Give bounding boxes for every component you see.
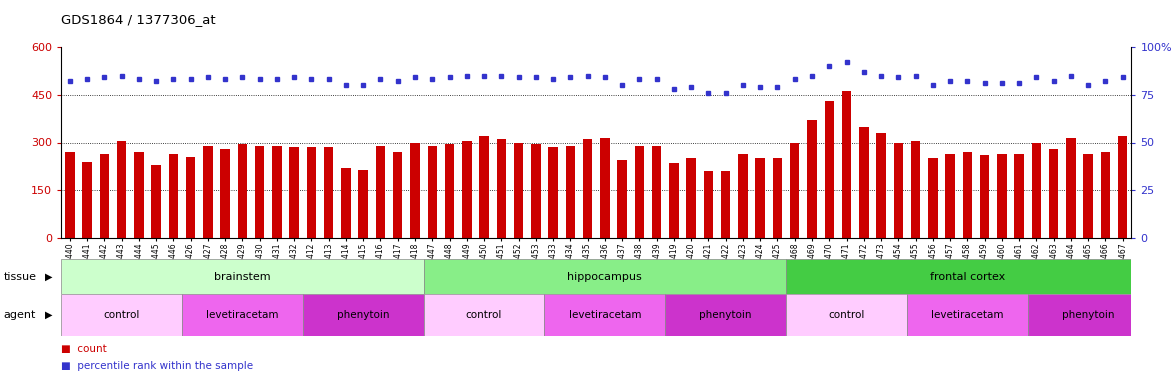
Bar xyxy=(907,294,1028,336)
Bar xyxy=(255,146,265,238)
Bar xyxy=(687,158,696,238)
Bar xyxy=(790,142,800,238)
Bar xyxy=(289,147,299,238)
Bar xyxy=(635,146,644,238)
Text: ■  count: ■ count xyxy=(61,344,107,354)
Bar xyxy=(669,163,679,238)
Bar xyxy=(359,170,368,238)
Bar xyxy=(375,146,386,238)
Bar xyxy=(134,152,143,238)
Bar xyxy=(842,92,851,238)
Text: ■  percentile rank within the sample: ■ percentile rank within the sample xyxy=(61,361,253,371)
Text: ▶: ▶ xyxy=(45,310,52,320)
Bar xyxy=(182,294,302,336)
Text: levetiracetam: levetiracetam xyxy=(569,310,641,320)
Bar xyxy=(566,146,575,238)
Bar xyxy=(1049,149,1058,238)
Bar xyxy=(428,146,437,238)
Bar xyxy=(410,142,420,238)
Text: brainstem: brainstem xyxy=(214,272,270,282)
Bar xyxy=(721,171,730,238)
Bar xyxy=(928,158,937,238)
Bar xyxy=(116,141,126,238)
Text: frontal cortex: frontal cortex xyxy=(930,272,1005,282)
Bar xyxy=(323,147,334,238)
Bar xyxy=(1083,154,1093,238)
Bar xyxy=(652,146,661,238)
Bar xyxy=(203,146,213,238)
Bar xyxy=(220,149,229,238)
Bar xyxy=(186,157,195,238)
Bar xyxy=(997,154,1007,238)
Bar xyxy=(341,168,350,238)
Bar xyxy=(1031,142,1041,238)
Bar xyxy=(824,101,834,238)
Bar xyxy=(786,259,1149,294)
Bar xyxy=(496,140,506,238)
Text: control: control xyxy=(466,310,502,320)
Bar xyxy=(82,162,92,238)
Bar xyxy=(583,140,593,238)
Bar xyxy=(61,259,423,294)
Bar xyxy=(1101,152,1110,238)
Bar xyxy=(910,141,921,238)
Bar xyxy=(807,120,817,238)
Bar xyxy=(532,144,541,238)
Text: hippocampus: hippocampus xyxy=(568,272,642,282)
Bar xyxy=(423,259,786,294)
Bar xyxy=(1118,136,1128,238)
Bar xyxy=(755,158,764,238)
Text: agent: agent xyxy=(4,310,36,320)
Bar xyxy=(1067,138,1076,238)
Bar xyxy=(544,294,666,336)
Bar xyxy=(666,294,786,336)
Bar xyxy=(773,158,782,238)
Bar xyxy=(876,133,886,238)
Text: tissue: tissue xyxy=(4,272,36,282)
Bar xyxy=(600,138,609,238)
Text: GDS1864 / 1377306_at: GDS1864 / 1377306_at xyxy=(61,13,215,26)
Bar xyxy=(65,152,74,238)
Bar xyxy=(61,294,182,336)
Bar xyxy=(963,152,973,238)
Bar xyxy=(152,165,161,238)
Bar xyxy=(980,155,989,238)
Bar xyxy=(272,146,282,238)
Bar xyxy=(423,294,544,336)
Bar xyxy=(548,147,557,238)
Text: levetiracetam: levetiracetam xyxy=(206,310,279,320)
Text: levetiracetam: levetiracetam xyxy=(931,310,1003,320)
Bar xyxy=(617,160,627,238)
Bar xyxy=(307,147,316,238)
Bar xyxy=(894,142,903,238)
Bar xyxy=(1015,154,1024,238)
Bar xyxy=(238,144,247,238)
Bar xyxy=(858,127,869,238)
Bar xyxy=(462,141,472,238)
Text: phenytoin: phenytoin xyxy=(700,310,751,320)
Bar xyxy=(514,142,523,238)
Bar xyxy=(445,144,454,238)
Bar xyxy=(393,152,402,238)
Bar xyxy=(1028,294,1149,336)
Bar xyxy=(168,154,178,238)
Text: phenytoin: phenytoin xyxy=(338,310,389,320)
Bar xyxy=(946,154,955,238)
Bar xyxy=(302,294,423,336)
Text: control: control xyxy=(828,310,864,320)
Text: control: control xyxy=(103,310,140,320)
Text: ▶: ▶ xyxy=(45,272,52,282)
Bar xyxy=(703,171,713,238)
Bar xyxy=(786,294,907,336)
Text: phenytoin: phenytoin xyxy=(1062,310,1115,320)
Bar xyxy=(480,136,489,238)
Bar xyxy=(739,154,748,238)
Bar xyxy=(100,154,109,238)
